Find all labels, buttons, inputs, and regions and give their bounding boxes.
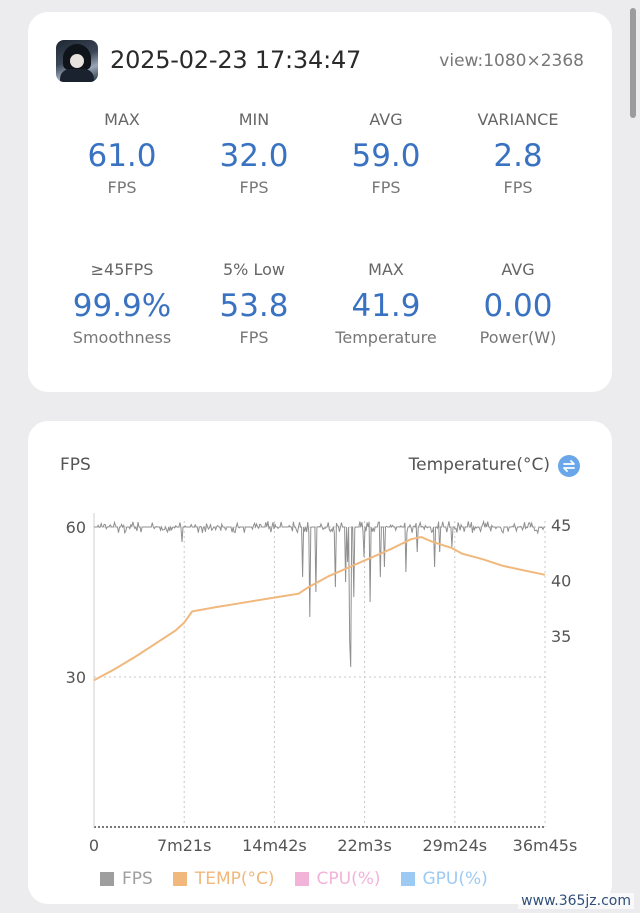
legend-swatch-fps bbox=[100, 872, 114, 886]
stat-label: 5% Low bbox=[223, 260, 285, 279]
stat-unit: FPS bbox=[371, 178, 401, 197]
stat-label: AVG bbox=[501, 260, 535, 279]
stat-value: 59.0 bbox=[351, 138, 421, 174]
legend-label: FPS bbox=[122, 869, 153, 889]
watermark: www.365jz.com bbox=[518, 893, 634, 909]
stat-value: 41.9 bbox=[351, 288, 421, 324]
game-avatar[interactable] bbox=[56, 40, 98, 82]
session-header: 2025-02-23 17:34:47 view:1080×2368 bbox=[56, 40, 584, 82]
stat-unit: FPS bbox=[239, 178, 269, 197]
x-tick-label: 7m21s bbox=[157, 836, 211, 855]
x-tick-label: 14m42s bbox=[242, 836, 307, 855]
session-datetime: 2025-02-23 17:34:47 bbox=[110, 46, 362, 74]
x-tick-label: 0 bbox=[89, 836, 99, 855]
fps-temperature-chart: 30 60 35 40 45 0 7m21s 14m42s 22m3s 29m24s 36m45s bbox=[66, 513, 578, 855]
summary-card: 2025-02-23 17:34:47 view:1080×2368 MAX 6… bbox=[28, 12, 612, 392]
x-tick-label: 29m24s bbox=[422, 836, 487, 855]
y-left-tick-label: 30 bbox=[66, 668, 86, 687]
stat-unit: Temperature bbox=[335, 328, 437, 347]
stat-label: MAX bbox=[104, 110, 140, 129]
legend-item-gpu[interactable]: GPU(%) bbox=[400, 867, 488, 891]
stat-variance: VARIANCE 2.8 FPS bbox=[452, 110, 584, 260]
stat-value: 53.8 bbox=[219, 288, 289, 324]
legend-label: CPU(%) bbox=[316, 869, 381, 889]
stat-value: 61.0 bbox=[87, 138, 157, 174]
stat-grid: MAX 61.0 FPS MIN 32.0 FPS AVG 59.0 FPS V… bbox=[56, 110, 584, 410]
y-right-tick-label: 45 bbox=[551, 516, 571, 535]
chart-legend: FPS TEMP(°C) CPU(%) GPU(%) bbox=[100, 867, 508, 891]
avatar-face bbox=[70, 54, 84, 68]
stat-smoothness: ≥45FPS 99.9% Smoothness bbox=[56, 260, 188, 410]
y-left-tick-label: 60 bbox=[66, 518, 86, 537]
stat-avg-fps: AVG 59.0 FPS bbox=[320, 110, 452, 260]
stat-max-fps: MAX 61.0 FPS bbox=[56, 110, 188, 260]
stat-label: ≥45FPS bbox=[90, 260, 154, 279]
fps-series-line bbox=[94, 519, 545, 668]
stat-row-extra: ≥45FPS 99.9% Smoothness 5% Low 53.8 FPS … bbox=[56, 260, 584, 410]
stat-row-fps: MAX 61.0 FPS MIN 32.0 FPS AVG 59.0 FPS V… bbox=[56, 110, 584, 260]
stat-5pct-low: 5% Low 53.8 FPS bbox=[188, 260, 320, 410]
left-axis-title: FPS bbox=[60, 455, 91, 475]
right-axis-title: Temperature(°C) bbox=[408, 455, 550, 475]
x-tick-label: 22m3s bbox=[337, 836, 391, 855]
chart-header: FPS Temperature(°C) bbox=[60, 455, 580, 479]
stat-label: AVG bbox=[369, 110, 403, 129]
chart-card: FPS Temperature(°C) 30 60 35 40 45 0 7m21s 14m4… bbox=[28, 421, 612, 904]
stat-value: 2.8 bbox=[493, 138, 543, 174]
stat-unit: FPS bbox=[503, 178, 533, 197]
legend-swatch-cpu bbox=[294, 872, 309, 886]
stat-max-temperature: MAX 41.9 Temperature bbox=[320, 260, 452, 410]
y-right-tick-label: 35 bbox=[551, 627, 571, 646]
legend-label: GPU(%) bbox=[422, 869, 488, 889]
legend-item-temp[interactable]: TEMP(°C) bbox=[172, 867, 275, 891]
legend-label: TEMP(°C) bbox=[194, 869, 275, 889]
stat-label: MIN bbox=[238, 110, 270, 129]
temperature-series-line bbox=[93, 535, 546, 682]
y-right-tick-label: 40 bbox=[551, 571, 571, 590]
stat-unit: FPS bbox=[239, 328, 269, 347]
stat-label: VARIANCE bbox=[477, 110, 559, 129]
stat-value: 0.00 bbox=[483, 288, 553, 324]
legend-item-cpu[interactable]: CPU(%) bbox=[294, 867, 381, 891]
stat-avg-power: AVG 0.00 Power(W) bbox=[452, 260, 584, 410]
legend-swatch-gpu bbox=[400, 872, 415, 886]
stat-unit: Power(W) bbox=[479, 328, 557, 347]
stat-value: 99.9% bbox=[72, 288, 172, 324]
stat-unit: FPS bbox=[107, 178, 137, 197]
stat-unit: Smoothness bbox=[72, 328, 172, 347]
scrollbar-thumb[interactable] bbox=[630, 8, 636, 118]
stat-value: 32.0 bbox=[219, 138, 289, 174]
view-resolution: view:1080×2368 bbox=[439, 51, 584, 71]
x-tick-label: 36m45s bbox=[513, 836, 578, 855]
stat-label: MAX bbox=[368, 260, 404, 279]
stat-min-fps: MIN 32.0 FPS bbox=[188, 110, 320, 260]
swap-arrows-icon bbox=[563, 460, 575, 472]
legend-swatch-temp bbox=[172, 872, 187, 886]
swap-axis-button[interactable] bbox=[558, 455, 580, 477]
legend-item-fps[interactable]: FPS bbox=[100, 867, 153, 891]
avatar-coat bbox=[60, 69, 94, 82]
